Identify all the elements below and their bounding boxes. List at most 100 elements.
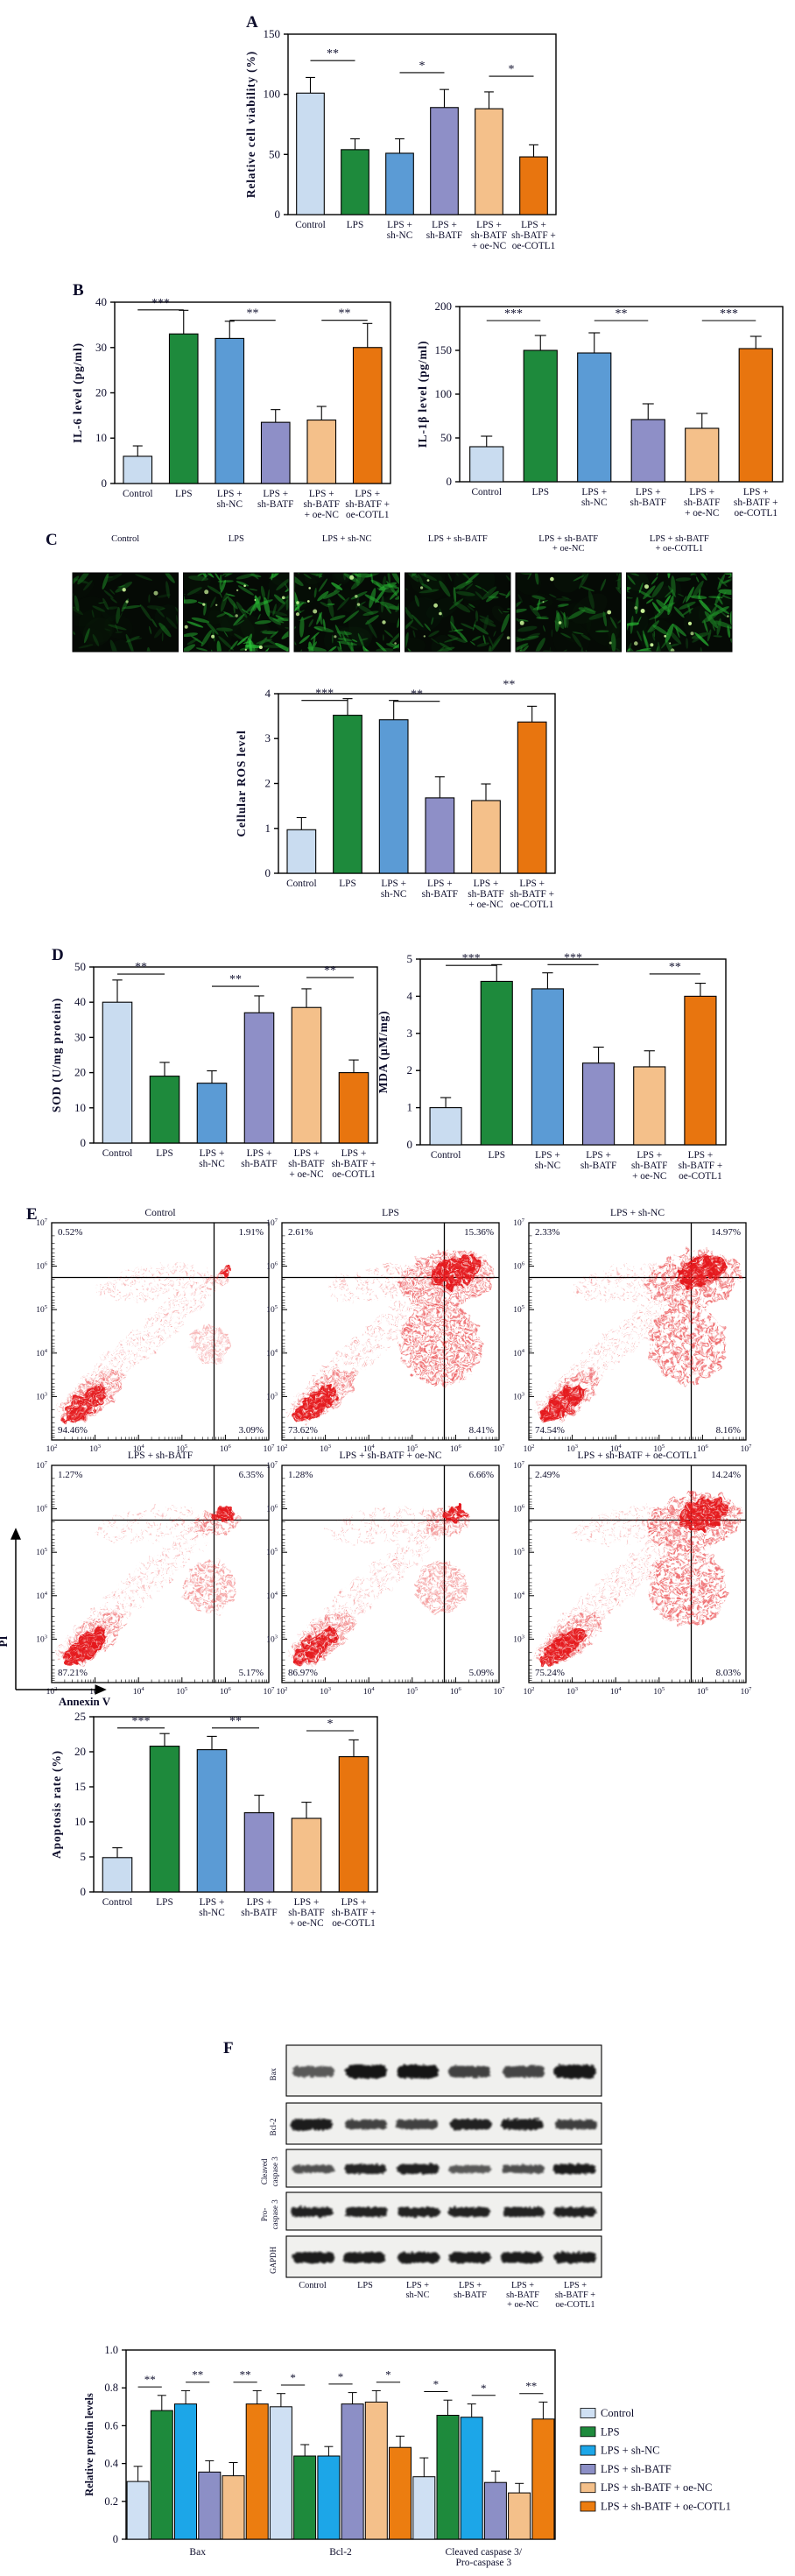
svg-text:Bcl-2: Bcl-2 bbox=[329, 2547, 352, 2558]
svg-text:8.16%: 8.16% bbox=[716, 1425, 741, 1436]
svg-text:+ oe-NC: + oe-NC bbox=[472, 241, 506, 251]
svg-text:LPS + sh-BATF + oe-COTL1: LPS + sh-BATF + oe-COTL1 bbox=[601, 2501, 731, 2513]
svg-text:Bax: Bax bbox=[269, 2067, 278, 2080]
svg-text:Control: Control bbox=[111, 534, 139, 544]
svg-text:15.36%: 15.36% bbox=[464, 1227, 494, 1238]
svg-text:1.27%: 1.27% bbox=[58, 1470, 82, 1480]
svg-text:3.09%: 3.09% bbox=[239, 1425, 264, 1436]
svg-text:*: * bbox=[327, 1718, 334, 1731]
svg-text:8.41%: 8.41% bbox=[469, 1425, 494, 1436]
svg-text:MDA (μM/mg): MDA (μM/mg) bbox=[376, 1011, 390, 1094]
svg-text:+ oe-NC: + oe-NC bbox=[468, 900, 503, 910]
svg-text:1: 1 bbox=[265, 822, 271, 835]
svg-text:oe-COTL1: oe-COTL1 bbox=[512, 241, 556, 251]
svg-text:oe-COTL1: oe-COTL1 bbox=[332, 1169, 376, 1180]
svg-text:**: ** bbox=[616, 307, 628, 321]
svg-text:1.28%: 1.28% bbox=[288, 1470, 313, 1480]
svg-text:LPS +: LPS + bbox=[432, 220, 457, 230]
svg-text:sh-BATF: sh-BATF bbox=[241, 1908, 277, 1918]
svg-text:***: *** bbox=[132, 1715, 151, 1728]
svg-text:Cellular ROS level: Cellular ROS level bbox=[235, 730, 248, 836]
svg-text:8.03%: 8.03% bbox=[716, 1668, 741, 1678]
svg-text:LPS +: LPS + bbox=[341, 1897, 367, 1908]
svg-text:4: 4 bbox=[265, 687, 271, 700]
svg-text:+ oe-NC: + oe-NC bbox=[632, 1171, 666, 1182]
svg-text:*: * bbox=[433, 2378, 440, 2391]
svg-text:sh-BATF: sh-BATF bbox=[257, 499, 293, 510]
svg-text:PI: PI bbox=[0, 1636, 10, 1648]
svg-text:*: * bbox=[509, 63, 515, 76]
svg-text:sh-BATF: sh-BATF bbox=[304, 499, 340, 510]
svg-text:LPS +: LPS + bbox=[247, 1148, 272, 1159]
svg-text:GAPDH: GAPDH bbox=[269, 2246, 278, 2274]
svg-text:2: 2 bbox=[407, 1063, 413, 1076]
svg-text:10: 10 bbox=[74, 1101, 86, 1114]
svg-text:2.61%: 2.61% bbox=[288, 1227, 313, 1238]
svg-text:***: *** bbox=[462, 952, 481, 965]
svg-text:20: 20 bbox=[74, 1745, 86, 1758]
svg-text:**: ** bbox=[503, 678, 515, 691]
svg-text:LPS +: LPS + bbox=[247, 1897, 272, 1908]
svg-text:LPS: LPS bbox=[156, 1148, 172, 1159]
svg-text:20: 20 bbox=[74, 1066, 86, 1079]
svg-text:LPS +: LPS + bbox=[341, 1148, 367, 1159]
svg-text:Control: Control bbox=[601, 2407, 635, 2419]
svg-text:0: 0 bbox=[447, 475, 453, 488]
svg-text:***: *** bbox=[564, 951, 582, 964]
svg-text:**: ** bbox=[229, 973, 242, 986]
svg-text:50: 50 bbox=[74, 960, 86, 973]
svg-text:A: A bbox=[246, 13, 258, 32]
svg-text:10: 10 bbox=[95, 431, 107, 444]
svg-text:sh-BATF +: sh-BATF + bbox=[555, 2290, 595, 2300]
svg-text:**: ** bbox=[229, 1715, 242, 1728]
svg-text:0: 0 bbox=[102, 476, 108, 490]
svg-text:Bax: Bax bbox=[189, 2547, 206, 2558]
svg-text:LPS + sh-BATF: LPS + sh-BATF bbox=[650, 534, 709, 544]
svg-text:73.62%: 73.62% bbox=[288, 1425, 318, 1436]
svg-text:sh-NC: sh-NC bbox=[406, 2290, 430, 2300]
svg-text:100: 100 bbox=[435, 387, 453, 400]
svg-text:+ oe-NC: + oe-NC bbox=[685, 508, 719, 519]
svg-text:Control: Control bbox=[295, 220, 326, 230]
svg-text:sh-NC: sh-NC bbox=[199, 1159, 225, 1169]
svg-text:LPS + sh-NC: LPS + sh-NC bbox=[601, 2445, 659, 2457]
svg-text:LPS +: LPS + bbox=[459, 2281, 482, 2290]
svg-text:*: * bbox=[419, 60, 426, 73]
svg-text:10: 10 bbox=[74, 1815, 86, 1828]
svg-text:LPS +: LPS + bbox=[381, 879, 406, 889]
svg-text:sh-BATF +: sh-BATF + bbox=[345, 499, 390, 510]
svg-text:*: * bbox=[481, 2382, 487, 2395]
svg-text:sh-BATF: sh-BATF bbox=[471, 230, 507, 241]
svg-text:LPS: LPS bbox=[532, 487, 549, 498]
svg-text:sh-NC: sh-NC bbox=[199, 1908, 225, 1918]
svg-text:oe-COTL1: oe-COTL1 bbox=[346, 510, 390, 520]
svg-text:**: ** bbox=[669, 961, 681, 974]
svg-text:LPS +: LPS + bbox=[564, 2281, 587, 2290]
svg-text:5.17%: 5.17% bbox=[239, 1668, 264, 1678]
svg-text:LPS +: LPS + bbox=[387, 220, 412, 230]
svg-text:LPS + sh-NC: LPS + sh-NC bbox=[322, 534, 372, 544]
svg-text:sh-NC: sh-NC bbox=[217, 499, 243, 510]
svg-text:Annexin V: Annexin V bbox=[59, 1695, 111, 1708]
svg-text:4: 4 bbox=[407, 989, 413, 1002]
svg-text:oe-COTL1: oe-COTL1 bbox=[332, 1918, 376, 1929]
svg-text:20: 20 bbox=[95, 386, 107, 399]
svg-text:0: 0 bbox=[275, 208, 281, 221]
svg-text:LPS +: LPS + bbox=[309, 489, 334, 499]
svg-text:LPS +: LPS + bbox=[688, 1150, 714, 1161]
svg-text:IL-6 level (pg/ml): IL-6 level (pg/ml) bbox=[71, 342, 84, 443]
svg-text:sh-NC: sh-NC bbox=[535, 1161, 561, 1171]
svg-text:50: 50 bbox=[269, 147, 280, 160]
svg-text:40: 40 bbox=[74, 995, 86, 1008]
svg-text:sh-BATF: sh-BATF bbox=[288, 1159, 324, 1169]
svg-text:*: * bbox=[338, 2370, 344, 2383]
svg-text:sh-BATF: sh-BATF bbox=[288, 1908, 324, 1918]
svg-text:0.6: 0.6 bbox=[104, 2419, 118, 2431]
svg-text:LPS +: LPS + bbox=[637, 1150, 662, 1161]
svg-text:**: ** bbox=[411, 688, 423, 702]
svg-text:40: 40 bbox=[95, 295, 107, 308]
svg-text:LPS +: LPS + bbox=[476, 220, 502, 230]
svg-text:**: ** bbox=[247, 307, 259, 321]
svg-text:0: 0 bbox=[81, 1136, 87, 1149]
svg-text:LPS +: LPS + bbox=[689, 487, 714, 498]
